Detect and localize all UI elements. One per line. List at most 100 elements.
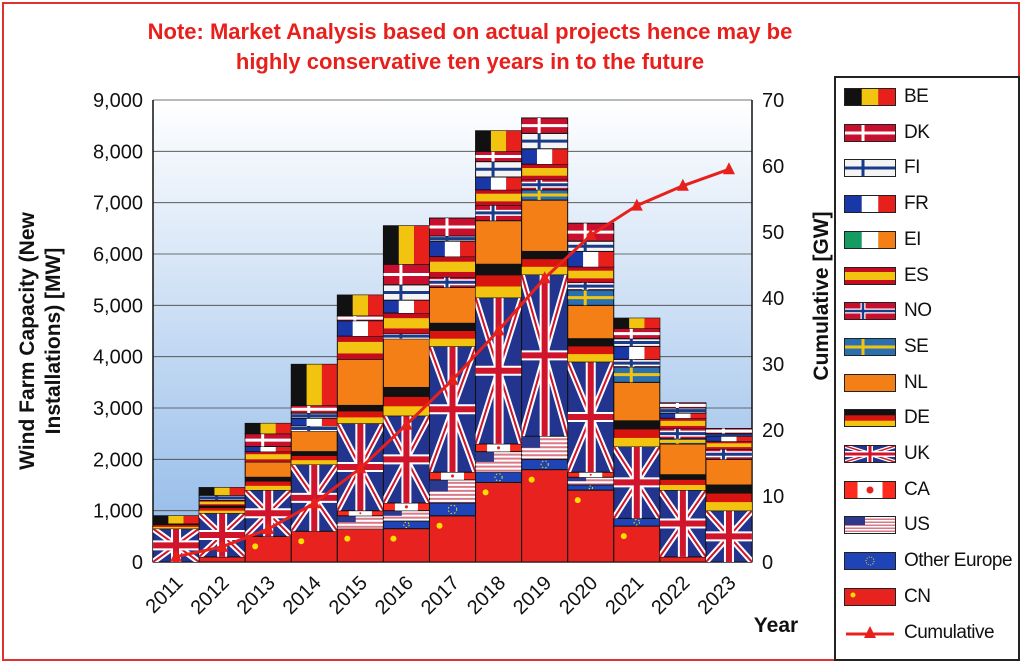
- legend-label: SE: [904, 335, 929, 357]
- x-tick-label: 2012: [187, 572, 234, 619]
- legend-item-other-europe: Other Europe: [844, 548, 1013, 574]
- y2-tick-label: 60: [762, 156, 784, 178]
- bar-segment-uk: [152, 528, 200, 563]
- bar-segment-dk: [613, 327, 661, 340]
- bar-segment-fi: [521, 132, 569, 150]
- bar-segment-de: [659, 474, 707, 491]
- bar-segment-dk: [336, 315, 384, 322]
- bar-segment-fi: [429, 235, 476, 242]
- legend-item-fi: FI: [844, 155, 920, 181]
- bar-segment-cn: [659, 556, 707, 563]
- cumulative-point: [216, 539, 229, 552]
- legend-item-cn: CN: [844, 584, 931, 610]
- y-axis-title: Wind Farm Capacity (New Installations) [M…: [16, 211, 65, 469]
- bar-segment-fr: [429, 240, 476, 258]
- bar-segment-us: [567, 476, 615, 486]
- y2-tick-label: 50: [762, 222, 784, 244]
- bar-segment-fr: [290, 417, 338, 427]
- note-line-2: highly conservative ten years in to the …: [235, 49, 705, 74]
- bar-segment-cn: [198, 556, 246, 563]
- bar-segment-uk: [705, 510, 753, 563]
- cumulative-point: [492, 323, 505, 336]
- bar-segment-de: [152, 523, 200, 530]
- bar-segment-nl: [567, 304, 615, 340]
- legend-item-fr: FR: [844, 191, 929, 217]
- legend-label: NO: [904, 300, 932, 322]
- bar-segment-uk: [567, 361, 615, 473]
- legend-item-uk: UK: [844, 441, 930, 467]
- bar-segment-cn: [475, 481, 523, 563]
- bar-segment-uk: [613, 446, 661, 519]
- bar-group: [659, 402, 707, 563]
- bar-group: [198, 487, 246, 563]
- bar-segment-no: [659, 428, 707, 440]
- bar-segment-ca: [336, 510, 384, 517]
- bar-segment-fr: [244, 446, 292, 453]
- bar-segment-other-europe: [613, 517, 661, 527]
- legend-label: Other Europe: [904, 550, 1013, 572]
- y-tick-label: 3,000: [93, 398, 143, 420]
- cumulative-point: [676, 178, 689, 191]
- y-tick-label: 2,000: [93, 449, 143, 471]
- legend-label: EI: [904, 228, 921, 250]
- bar-segment-de: [567, 338, 615, 363]
- bar-segment-no: [290, 425, 338, 432]
- cumulative-point: [170, 549, 183, 562]
- bar-segment-es: [382, 312, 430, 335]
- bar-group: [567, 222, 615, 563]
- legend-item-dk: DK: [844, 120, 930, 146]
- legend-line-swatch: [846, 625, 894, 638]
- legend-swatch: [844, 552, 896, 571]
- bar-segment-fr: [521, 148, 569, 165]
- y-tick-label: 5,000: [93, 295, 143, 317]
- bar-segment-es: [429, 256, 476, 278]
- cumulative-point: [538, 271, 551, 284]
- bar-segment-nl: [382, 338, 430, 388]
- bar-segment-be: [198, 487, 246, 496]
- bar-segment-be: [152, 515, 200, 524]
- bar-segment-es: [336, 335, 384, 360]
- bar-segment-no: [613, 358, 661, 368]
- bar-segment-nl: [521, 199, 569, 252]
- bar-group: [613, 317, 661, 563]
- legend-swatch: [844, 302, 896, 321]
- bar-segment-us: [429, 479, 476, 504]
- x-tick-label: 2014: [279, 572, 326, 619]
- bar-segment-fr: [475, 176, 523, 191]
- bar-segment-uk: [429, 345, 476, 473]
- bar-segment-dk: [521, 117, 569, 134]
- cumulative-point: [400, 417, 413, 430]
- x-tick-label: 2015: [325, 572, 372, 619]
- legend-item-ca: CA: [844, 477, 930, 503]
- bar-segment-nl: [705, 458, 753, 486]
- cumulative-point: [446, 372, 459, 385]
- bar-segment-nl: [613, 381, 661, 422]
- x-tick-label: 2017: [417, 572, 464, 619]
- legend-item-de: DE: [844, 405, 930, 431]
- legend-swatch: [844, 373, 896, 392]
- bar-segment-nl: [475, 220, 523, 265]
- y2-tick-label: 40: [762, 288, 784, 310]
- cumulative-point: [308, 496, 321, 509]
- bar-segment-de: [429, 322, 476, 347]
- legend-swatch: [844, 337, 896, 356]
- x-axis-title: Year: [754, 614, 798, 637]
- bar-segment-uk: [382, 415, 430, 504]
- bar-segment-se: [613, 366, 661, 383]
- bar-segment-dk: [705, 428, 753, 435]
- bar-segment-no: [382, 333, 430, 340]
- bar-segment-cn: [382, 528, 430, 563]
- bar-segment-dk: [429, 217, 476, 237]
- legend-swatch: [844, 88, 896, 106]
- y2-tick-label: 30: [762, 354, 784, 376]
- bar-segment-other-europe: [567, 484, 615, 491]
- legend-item-no: NO: [844, 298, 932, 324]
- bar-segment-de: [613, 420, 661, 448]
- legend-swatch: [844, 445, 896, 463]
- cumulative-point: [722, 162, 735, 175]
- bar-segment-no: [521, 179, 569, 191]
- bar-segment-de: [336, 404, 384, 424]
- y-tick-label: 1,000: [93, 501, 143, 523]
- y2-tick-label: 0: [762, 552, 773, 574]
